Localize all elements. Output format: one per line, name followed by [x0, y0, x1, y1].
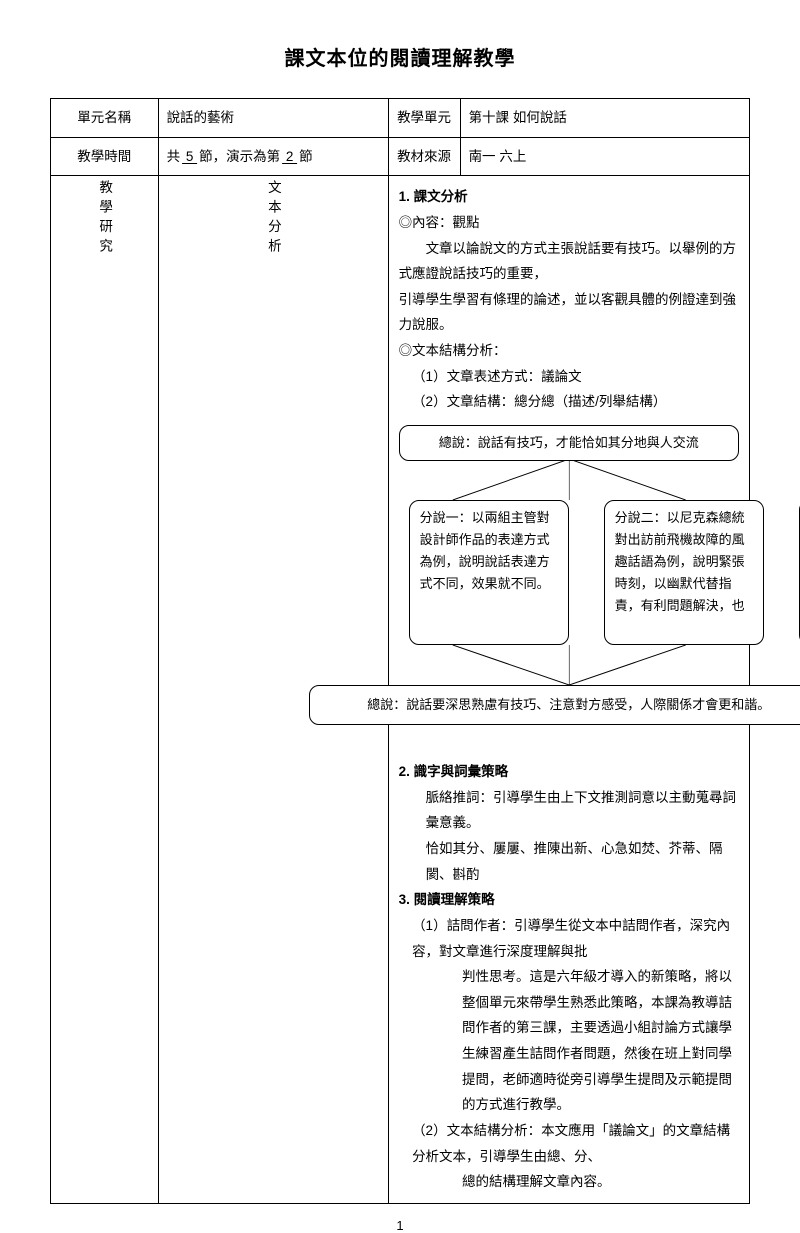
structure-diagram: 總說：說話有技巧，才能恰如其分地與人交流 分說一：以兩組主管對設計師作品的表達方… [399, 425, 739, 745]
diagram-summary-bottom: 總說：說話要深思熟慮有技巧、注意對方感受，人際關係才會更和諧。 [309, 685, 800, 725]
structure-label: ◎文本結構分析： [399, 338, 739, 364]
sidebar-col1: 教學研究 [51, 176, 159, 1204]
text-line: （2）文章結構：總分總（描述/列舉結構） [399, 389, 739, 415]
diagram-branch-1: 分說一：以兩組主管對設計師作品的表達方式為例，說明說話表達方式不同，效果就不同。 [409, 500, 569, 645]
unit-name-value: 說話的藝術 [158, 99, 388, 138]
lesson-plan-table: 單元名稱 說話的藝術 教學單元 第十課 如何說話 教學時間 共 5 節，演示為第… [50, 98, 750, 1204]
section-2-head: 2. 識字與詞彙策略 [399, 759, 739, 785]
source-value: 南一 六上 [460, 137, 749, 176]
section-3-head: 3. 閱讀理解策略 [399, 887, 739, 913]
section-1-head: 1. 課文分析 [399, 184, 739, 210]
main-content: 1. 課文分析 ◎內容：觀點 文章以論說文的方式主張說話要有技巧。以舉例的方式應… [388, 176, 749, 1204]
page-title: 課文本位的閱讀理解教學 [50, 40, 750, 78]
diagram-summary-top: 總說：說話有技巧，才能恰如其分地與人交流 [399, 425, 739, 461]
teach-unit-label: 教學單元 [388, 99, 460, 138]
text-line: 引導學生學習有條理的論述，並以客觀具體的例證達到強力說服。 [399, 287, 739, 338]
page-number: 1 [50, 1214, 750, 1233]
text-line: （2）文本結構分析：本文應用「議論文」的文章結構分析文本，引導學生由總、分、 [399, 1118, 739, 1169]
unit-name-label: 單元名稱 [51, 99, 159, 138]
teach-unit-value: 第十課 如何說話 [460, 99, 749, 138]
source-label: 教材來源 [388, 137, 460, 176]
text-line: 恰如其分、屢屢、推陳出新、心急如焚、芥蒂、隔閡、斟酌 [399, 836, 739, 887]
text-line: 判性思考。這是六年級才導入的新策略，將以整個單元來帶學生熟悉此策略，本課為教導詰… [399, 964, 739, 1118]
teach-time-label: 教學時間 [51, 137, 159, 176]
teach-time-value: 共 5 節，演示為第 2 節 [158, 137, 388, 176]
text-line: 脈絡推詞：引導學生由上下文推測詞意以主動蒐尋詞彙意義。 [399, 785, 739, 836]
text-line: 文章以論說文的方式主張說話要有技巧。以舉例的方式應證說話技巧的重要， [399, 236, 739, 287]
content-label: ◎內容：觀點 [399, 210, 739, 236]
text-line: （1）文章表述方式：議論文 [399, 364, 739, 390]
diagram-branch-2: 分說二：以尼克森總統對出訪前飛機故障的風趣話語為例，說明緊張時刻，以幽默代替指責… [604, 500, 764, 645]
text-line: （1）詰問作者：引導學生從文本中詰問作者，深究內容，對文章進行深度理解與批 [399, 913, 739, 964]
text-line: 總的結構理解文章內容。 [399, 1169, 739, 1195]
